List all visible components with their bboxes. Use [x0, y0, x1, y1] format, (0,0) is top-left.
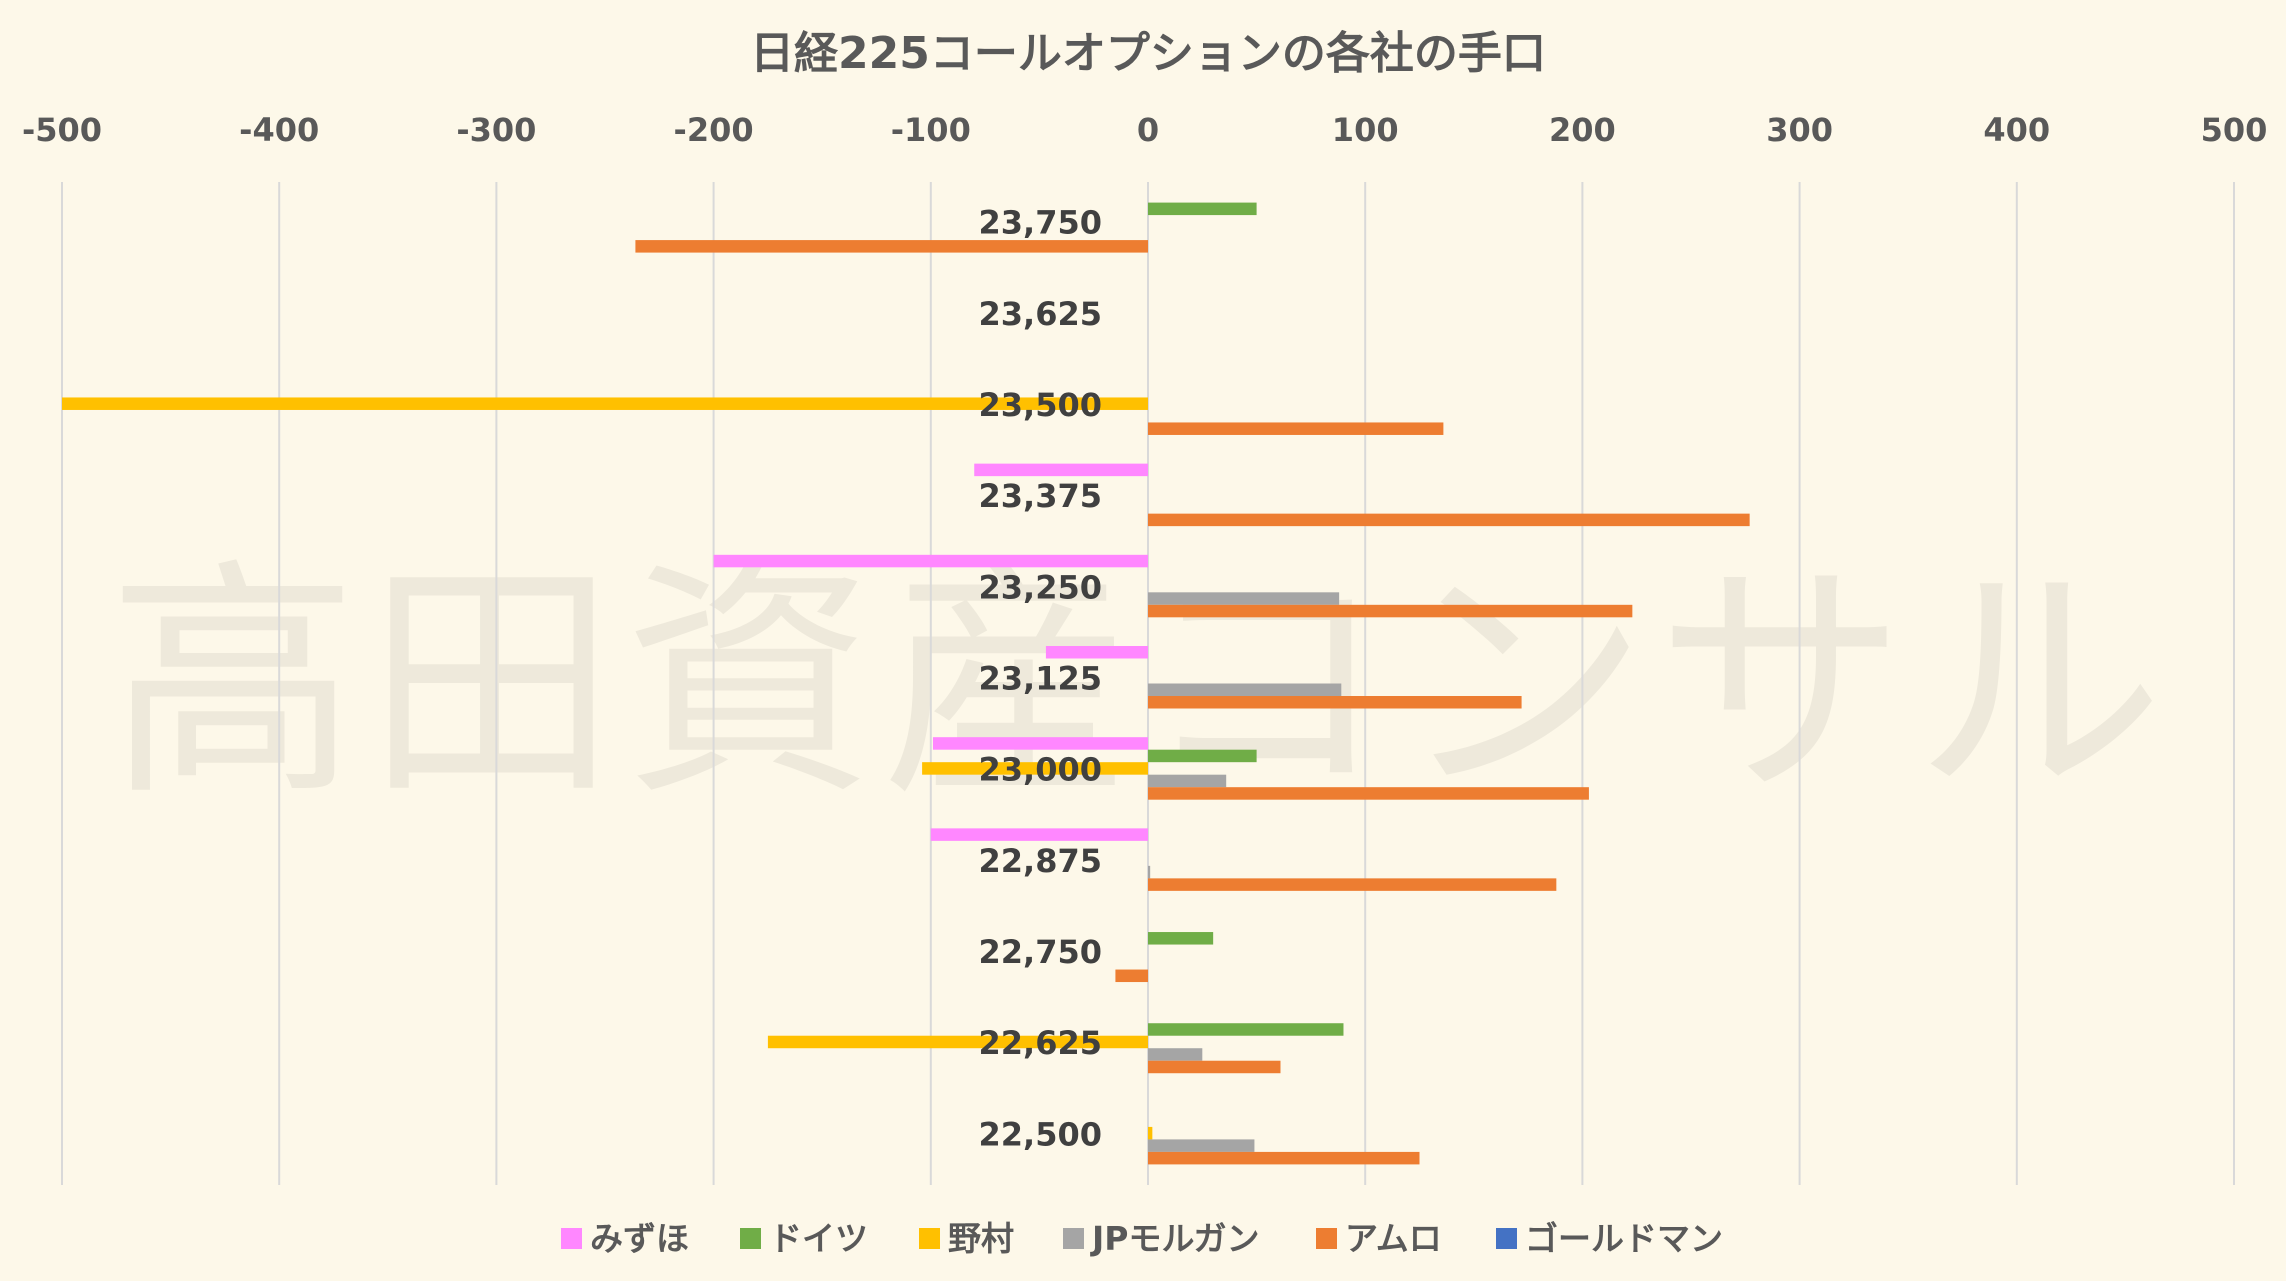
category-label: 23,375 [979, 477, 1102, 515]
bar [1148, 1060, 1281, 1074]
bar [1148, 422, 1444, 435]
bar [1148, 1139, 1255, 1152]
category-label: 22,750 [979, 933, 1102, 971]
legend-swatch [919, 1228, 940, 1249]
x-tick-label: 200 [1549, 111, 1616, 149]
legend-label: アムロ [1345, 1219, 1442, 1258]
category-label: 23,500 [979, 386, 1102, 424]
bar [1148, 683, 1342, 696]
bar [1148, 592, 1340, 605]
x-tick-label: 0 [1137, 111, 1159, 149]
x-tick-label: -100 [891, 111, 971, 149]
bar [1148, 787, 1589, 800]
bar [1148, 1023, 1344, 1036]
legend-label: 野村 [948, 1219, 1014, 1258]
bar [1148, 1151, 1420, 1165]
bar [922, 762, 1148, 775]
category-label: 23,625 [979, 295, 1102, 333]
legend-swatch [1496, 1228, 1517, 1249]
bar [1148, 1126, 1153, 1140]
bar [1148, 513, 1750, 527]
legend-label: ゴールドマン [1525, 1219, 1723, 1258]
bar [1148, 878, 1557, 891]
legend-swatch [1316, 1228, 1337, 1249]
category-labels: 23,750 23,625 23,500 23,375 23,250 23,125 23,0… [979, 204, 1102, 1154]
bar [635, 240, 1148, 253]
legend-label: JPモルガン [1090, 1219, 1259, 1258]
bar [1148, 749, 1257, 763]
category-label: 23,250 [979, 568, 1102, 606]
chart-title: 日経225コールオプションの各社の手口 [750, 28, 1546, 79]
x-tick-label: 500 [2201, 111, 2268, 149]
x-tick-label: 300 [1766, 111, 1833, 149]
legend-label: ドイツ [769, 1219, 868, 1258]
bar [62, 397, 1148, 410]
bar [767, 1035, 1148, 1049]
category-label: 22,875 [979, 842, 1102, 880]
bar [1148, 865, 1151, 879]
x-tick-label: 100 [1332, 111, 1399, 149]
bar [1045, 646, 1148, 659]
legend-swatch [1063, 1228, 1084, 1249]
bar [1148, 696, 1522, 709]
bar [1115, 969, 1148, 983]
bar [713, 554, 1148, 568]
bar [930, 828, 1148, 841]
bar [932, 737, 1148, 750]
x-tick-label: 400 [1983, 111, 2050, 149]
category-label: 23,750 [979, 204, 1102, 242]
bar [1148, 202, 1257, 216]
x-axis-ticks: -500 -400 -300 -200 -100 0 100 200 300 400 500 [22, 111, 2267, 149]
watermark-text: 高田資産コンサル [108, 538, 2172, 829]
bars [62, 202, 1750, 1165]
bar [1148, 774, 1227, 788]
legend-swatch [740, 1228, 761, 1249]
category-label: 22,625 [979, 1024, 1102, 1062]
category-label: 22,500 [979, 1115, 1102, 1153]
x-tick-label: -300 [456, 111, 536, 149]
bar [1148, 604, 1633, 618]
legend-swatch [561, 1228, 582, 1249]
legend-label: みずほ [590, 1219, 689, 1258]
x-tick-label: -500 [22, 111, 102, 149]
x-tick-label: -200 [674, 111, 754, 149]
bar [1148, 1048, 1203, 1061]
category-label: 23,125 [979, 660, 1102, 698]
category-label: 23,000 [979, 751, 1102, 789]
bar [1148, 932, 1214, 945]
x-tick-label: -400 [239, 111, 319, 149]
legend: みずほ ドイツ 野村 JPモルガン アムロ ゴールドマン [561, 1219, 1723, 1258]
bar [974, 463, 1148, 477]
